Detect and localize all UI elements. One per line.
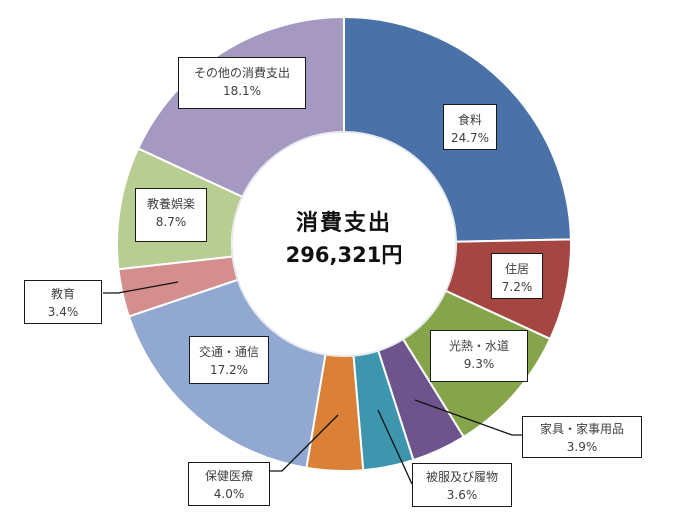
leader-line-被服 <box>377 409 413 485</box>
donut-center-label: 消費支出 296,321円 <box>244 208 444 270</box>
data-label-recreation: 教養娯楽 8.7% <box>135 188 207 242</box>
center-total: 296,321円 <box>285 243 403 267</box>
leader-line-教育 <box>103 281 179 294</box>
data-label-health: 保健医療 4.0% <box>188 462 270 506</box>
center-title: 消費支出 <box>295 211 392 236</box>
data-label-transport: 交通・通信 17.2% <box>189 336 269 384</box>
data-label-housing: 住居 7.2% <box>491 253 543 299</box>
data-label-other: その他の消費支出 18.1% <box>178 57 306 109</box>
data-label-education: 教育 3.4% <box>24 280 102 324</box>
donut-hole <box>231 131 457 357</box>
leader-line-保健 <box>270 414 339 472</box>
leader-lines <box>103 281 522 485</box>
data-label-food: 食料 24.7% <box>443 104 497 150</box>
data-label-furniture: 家具・家事用品 3.9% <box>522 416 642 458</box>
leader-line-家具 <box>414 399 522 436</box>
data-label-utilities: 光熱・水道 9.3% <box>430 330 528 382</box>
data-label-clothing: 被服及び履物 3.6% <box>412 463 512 507</box>
